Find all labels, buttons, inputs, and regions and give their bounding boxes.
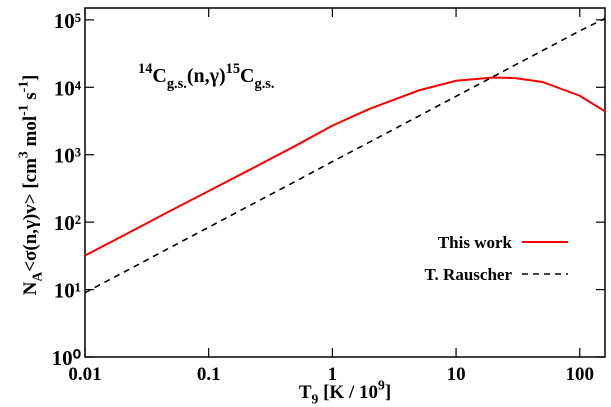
y-tick-label: 10² — [54, 211, 81, 235]
x-tick-label: 10 — [447, 364, 466, 385]
y-axis-label-part: mol — [20, 116, 41, 151]
x-axis-label-part: [K / 10 — [318, 382, 378, 403]
x-axis-label-part: 9 — [312, 392, 319, 407]
y-tick-label: 10⁰ — [52, 346, 82, 370]
y-axis-label: NA<σ(n,γ)v> [cm3 mol-1 s-1] — [15, 75, 44, 296]
annotation-part: g.s. — [255, 76, 275, 92]
series-line — [84, 17, 606, 294]
x-tick-label: 1 — [328, 364, 338, 385]
x-axis-label-part: ] — [385, 382, 391, 403]
y-axis-label-part: N — [20, 281, 41, 295]
y-axis-label-part: ] — [20, 75, 41, 81]
y-axis-label-part: 3 — [15, 151, 30, 158]
plot-frame — [84, 7, 606, 358]
x-tick-label: 0.01 — [68, 364, 101, 385]
legend-label: T. Rauscher — [424, 265, 512, 284]
x-axis-label-part: 9 — [378, 377, 385, 392]
annotation-part: 15 — [226, 61, 240, 77]
annotation-part: C — [240, 65, 254, 87]
annotation: 14Cg.s.(n,γ)15Cg.s. — [138, 61, 275, 92]
y-tick-label: 10¹ — [54, 279, 81, 303]
annotation-part: 14 — [138, 61, 152, 77]
annotation-part: C — [152, 65, 166, 87]
y-tick-label: 10⁴ — [54, 76, 82, 100]
y-axis-label-part: s — [20, 92, 41, 104]
x-axis-label: T9 [K / 109] — [299, 377, 391, 406]
annotation-part: (n,γ) — [187, 65, 226, 87]
y-axis-label-part: -1 — [15, 81, 30, 93]
y-axis-label-part: -1 — [15, 104, 30, 116]
legend-label: This work — [438, 233, 513, 252]
y-tick-label: 10⁵ — [54, 9, 81, 33]
x-tick-label: 100 — [566, 364, 595, 385]
annotation-part: g.s. — [167, 76, 187, 92]
y-axis-label-part: A — [30, 272, 45, 282]
series-line — [84, 76, 606, 257]
y-axis-label-part: <σ(n,γ)v> [cm — [20, 158, 41, 272]
x-axis-label-part: T — [299, 382, 312, 403]
y-tick-label: 10³ — [54, 144, 81, 168]
x-tick-label: 0.1 — [197, 364, 221, 385]
